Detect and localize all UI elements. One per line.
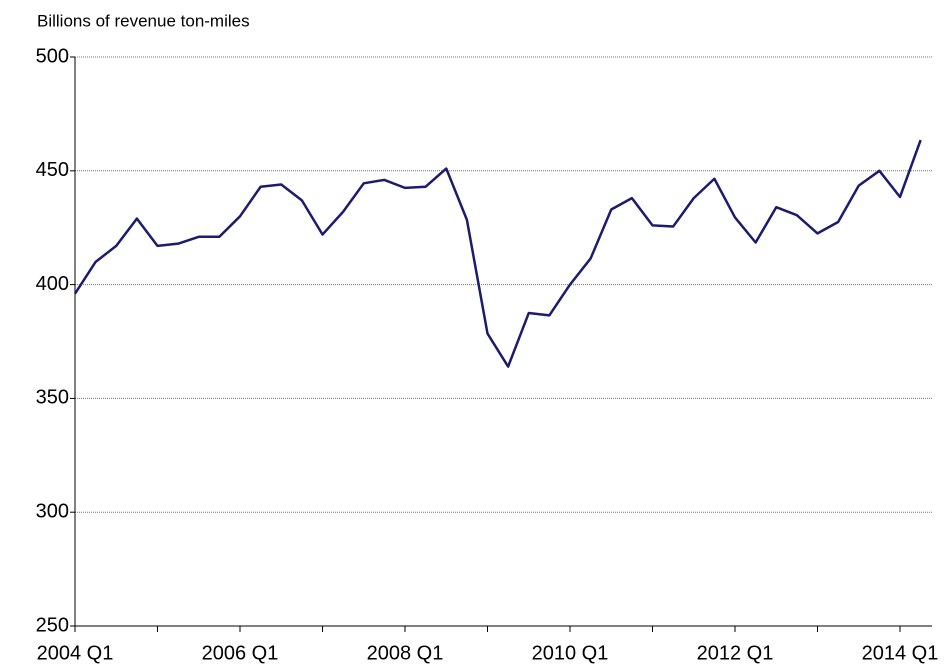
x-tick-label: 2006 Q1: [202, 642, 279, 664]
y-tick-label: 400: [36, 273, 69, 295]
y-tick-label: 500: [36, 45, 69, 67]
x-tick-label: 2012 Q1: [697, 642, 774, 664]
y-tick-label: 450: [36, 159, 69, 181]
x-tick-label: 2004 Q1: [37, 642, 114, 664]
x-tick-label: 2014 Q1: [862, 642, 939, 664]
x-tick-label: 2008 Q1: [367, 642, 444, 664]
data-line: [73, 139, 922, 368]
y-tick-label: 300: [36, 500, 69, 522]
y-tick-label: 250: [36, 614, 69, 636]
y-axis-label: Billions of revenue ton-miles: [37, 11, 250, 30]
y-tick-label: 350: [36, 387, 69, 409]
x-tick-label: 2010 Q1: [532, 642, 609, 664]
